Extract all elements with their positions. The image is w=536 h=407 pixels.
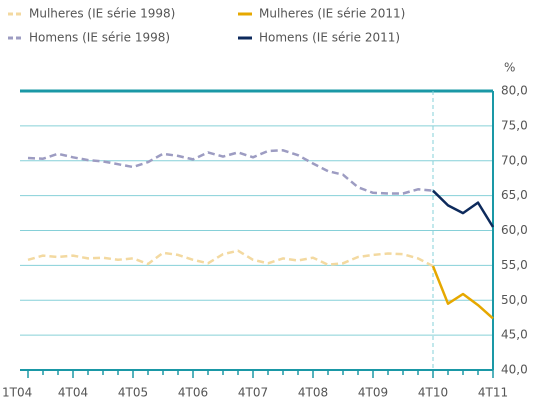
- legend-label: Mulheres (IE série 2011): [259, 7, 405, 21]
- series-line: [27, 249, 434, 268]
- series-line: [432, 189, 495, 228]
- y-tick-label: 40,0: [501, 363, 528, 377]
- y-tick-label: 55,0: [501, 258, 528, 272]
- x-tick-label: 4T09: [358, 386, 388, 400]
- y-tick-label: 80,0: [501, 84, 528, 98]
- x-tick-label: 4T06: [178, 386, 208, 400]
- y-tick-label: 65,0: [501, 188, 528, 202]
- x-tick-label: 4T07: [238, 386, 268, 400]
- legend-label: Homens (IE série 1998): [29, 31, 170, 45]
- series-line: [431, 265, 494, 320]
- x-tick-label: 4T08: [298, 386, 328, 400]
- y-tick-label: 60,0: [501, 223, 528, 237]
- y-tick-label: 50,0: [501, 293, 528, 307]
- x-tick-label: 4T04: [58, 386, 88, 400]
- y-tick-label: 70,0: [501, 153, 528, 167]
- y-tick-label: 45,0: [501, 328, 528, 342]
- x-tick-label: 4T05: [118, 386, 148, 400]
- y-unit: %: [504, 61, 515, 75]
- y-tick-label: 75,0: [501, 118, 528, 132]
- x-tick-label: 4T10: [418, 386, 448, 400]
- x-tick-label: 1T04: [2, 386, 32, 400]
- legend-label: Mulheres (IE série 1998): [29, 7, 175, 21]
- x-tick-label: 4T11: [478, 386, 508, 400]
- series-line: [27, 149, 434, 195]
- legend-label: Homens (IE série 2011): [259, 31, 400, 45]
